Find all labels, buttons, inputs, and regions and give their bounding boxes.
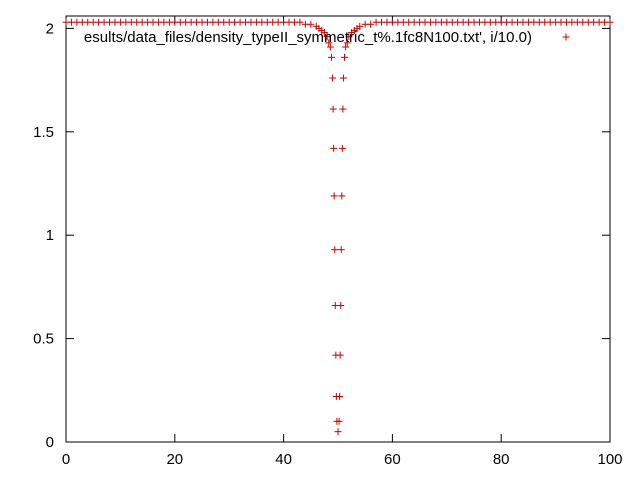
y-tick-label: 2 (46, 20, 54, 37)
y-tick-label: 0 (46, 434, 54, 451)
data-point (334, 428, 342, 436)
data-point (339, 74, 347, 82)
data-point (606, 18, 614, 26)
data-point (329, 74, 337, 82)
x-tick-label: 60 (384, 451, 401, 468)
y-tick-label: 0.5 (33, 331, 54, 348)
y-tick-label: 1.5 (33, 124, 54, 141)
data-point (296, 18, 304, 26)
axis-ticks (65, 16, 611, 443)
data-point (336, 351, 344, 359)
data-point (326, 43, 334, 51)
data-point (335, 417, 343, 425)
data-point (330, 144, 338, 152)
data-point (341, 53, 349, 61)
data-point (323, 33, 331, 41)
data-point (329, 105, 337, 113)
legend: esults/data_files/density_typeII_symmetr… (84, 29, 570, 46)
x-tick-label: 100 (597, 451, 622, 468)
data-point (339, 105, 347, 113)
data-point (337, 302, 345, 310)
data-point (338, 144, 346, 152)
data-point (320, 29, 328, 37)
axis-tick-labels: 0 20 40 60 80 100 0 0.5 1 1.5 2 (33, 20, 622, 468)
data-point (338, 192, 346, 200)
legend-marker (562, 33, 570, 41)
data-point (331, 246, 339, 254)
data-point (356, 22, 364, 30)
data-point (307, 20, 315, 28)
legend-label: esults/data_files/density_typeII_symmetr… (84, 29, 532, 46)
x-tick-label: 40 (275, 451, 292, 468)
plot-area-frame (65, 15, 611, 443)
data-point (337, 246, 345, 254)
data-point (367, 20, 375, 28)
data-point (342, 43, 350, 51)
data-point (330, 192, 338, 200)
data-point (343, 39, 351, 47)
data-points (62, 18, 614, 436)
x-tick-label: 80 (493, 451, 510, 468)
data-point (345, 33, 353, 41)
data-point (336, 393, 344, 401)
x-tick-label: 20 (166, 451, 183, 468)
y-tick-label: 1 (46, 227, 54, 244)
data-point (327, 53, 335, 61)
x-tick-label: 0 (62, 451, 70, 468)
data-point (325, 39, 333, 47)
